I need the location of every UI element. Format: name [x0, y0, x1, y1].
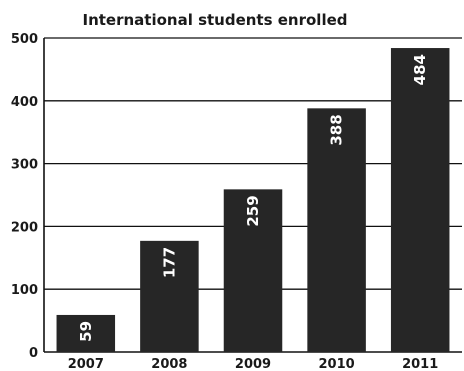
data-label: 259 [244, 195, 262, 226]
x-tick-label: 2007 [68, 357, 104, 371]
y-tick-label: 200 [11, 220, 38, 235]
x-tick-label: 2008 [151, 357, 187, 371]
bar [140, 240, 199, 352]
bar [307, 108, 366, 352]
bar [390, 48, 450, 352]
y-tick-labels: 0 100 200 300 400 500 [11, 32, 38, 361]
data-label: 59 [77, 321, 95, 342]
bars [56, 48, 450, 352]
y-tick-label: 100 [11, 283, 38, 298]
y-tick-label: 0 [29, 346, 38, 361]
data-label: 484 [411, 54, 429, 85]
y-tick-label: 300 [11, 158, 38, 173]
y-tick-label: 400 [11, 95, 38, 110]
bar [56, 314, 116, 352]
bar [223, 189, 283, 352]
data-label: 177 [160, 247, 178, 278]
x-tick-label: 2009 [235, 357, 271, 371]
x-tick-label: 2011 [402, 357, 438, 371]
chart-title: International students enrolled [82, 11, 347, 29]
data-labels: 59 177 259 388 484 [77, 54, 429, 342]
data-label: 388 [328, 114, 346, 145]
x-tick-labels: 2007 2008 2009 2010 2011 [68, 357, 439, 371]
y-tick-label: 500 [11, 32, 38, 47]
x-tick-label: 2010 [319, 357, 355, 371]
